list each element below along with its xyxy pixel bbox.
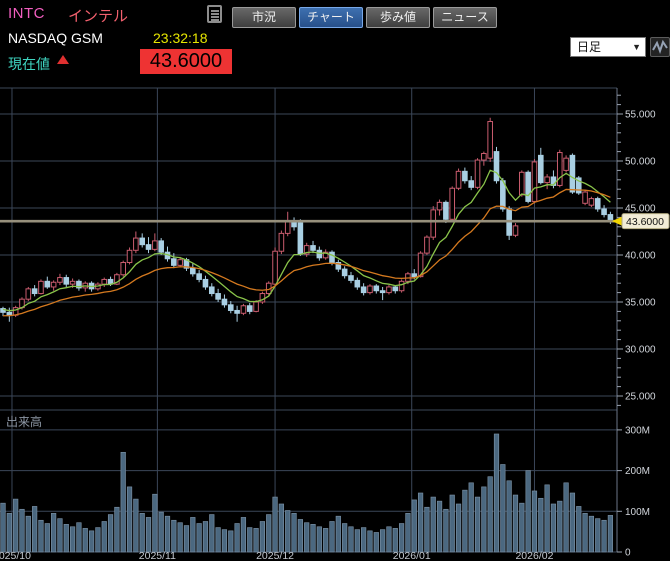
tab-market[interactable]: 市況 xyxy=(232,7,296,28)
y-axis-volume-label: 100M xyxy=(625,507,650,518)
x-axis-month-label: 2026/02 xyxy=(515,550,553,561)
chevron-down-icon: ▼ xyxy=(632,42,641,52)
x-axis-month-label: 2025/12 xyxy=(256,550,294,561)
tab-chart[interactable]: チャート xyxy=(299,7,363,28)
tab-bar: 市況 チャート 歩み値 ニュース xyxy=(232,7,497,28)
y-axis-price-label: 45.000 xyxy=(625,204,656,215)
grid-lines xyxy=(0,87,617,553)
volume-bars xyxy=(0,433,613,553)
timeframe-select[interactable]: 日足 ▼ xyxy=(570,37,646,57)
current-price-value: 43.6000 xyxy=(140,49,232,74)
quote-time: 23:32:18 xyxy=(153,30,208,46)
tab-ticks[interactable]: 歩み値 xyxy=(366,7,430,28)
waveform-icon xyxy=(652,39,668,54)
current-price-label: 現在値 xyxy=(8,56,50,72)
current-price-tag: 43.6000 xyxy=(612,213,670,230)
x-axis-month-label: 2025/10 xyxy=(0,550,31,561)
memo-icon[interactable] xyxy=(207,5,222,23)
svg-text:43.6000: 43.6000 xyxy=(626,216,664,228)
y-axis-volume-label: 0 xyxy=(625,548,631,559)
volume-pane-label: 出来高 xyxy=(6,415,43,429)
y-axis-price-label: 50.000 xyxy=(625,157,656,168)
ticker-symbol: INTC xyxy=(8,5,45,22)
y-axis-volume-label: 200M xyxy=(625,466,650,477)
x-axis-month-label: 2025/11 xyxy=(139,550,176,561)
tab-news[interactable]: ニュース xyxy=(433,7,497,28)
axes: 2025/10 2025/11 2025/12 2026/01 2026/02 55.00… xyxy=(0,88,656,561)
y-axis-price-label: 40.000 xyxy=(625,251,656,262)
x-axis-month-label: 2026/01 xyxy=(393,550,431,561)
up-triangle-icon xyxy=(57,55,69,64)
quote-header: INTC インテル 市況 チャート 歩み値 ニュース NASDAQ GSM 23… xyxy=(0,0,670,86)
exchange-label: NASDAQ GSM xyxy=(8,30,103,46)
y-axis-price-label: 55.000 xyxy=(625,110,656,121)
chart-style-button[interactable] xyxy=(650,37,670,57)
y-axis-price-label: 30.000 xyxy=(625,345,656,356)
timeframe-value: 日足 xyxy=(577,40,602,54)
y-axis-price-label: 35.000 xyxy=(625,298,656,309)
candles xyxy=(0,117,614,322)
security-name: インテル xyxy=(68,8,129,25)
y-axis-price-label: 25.000 xyxy=(625,392,656,403)
y-axis-volume-label: 300M xyxy=(625,425,650,436)
moving-averages xyxy=(0,169,617,317)
